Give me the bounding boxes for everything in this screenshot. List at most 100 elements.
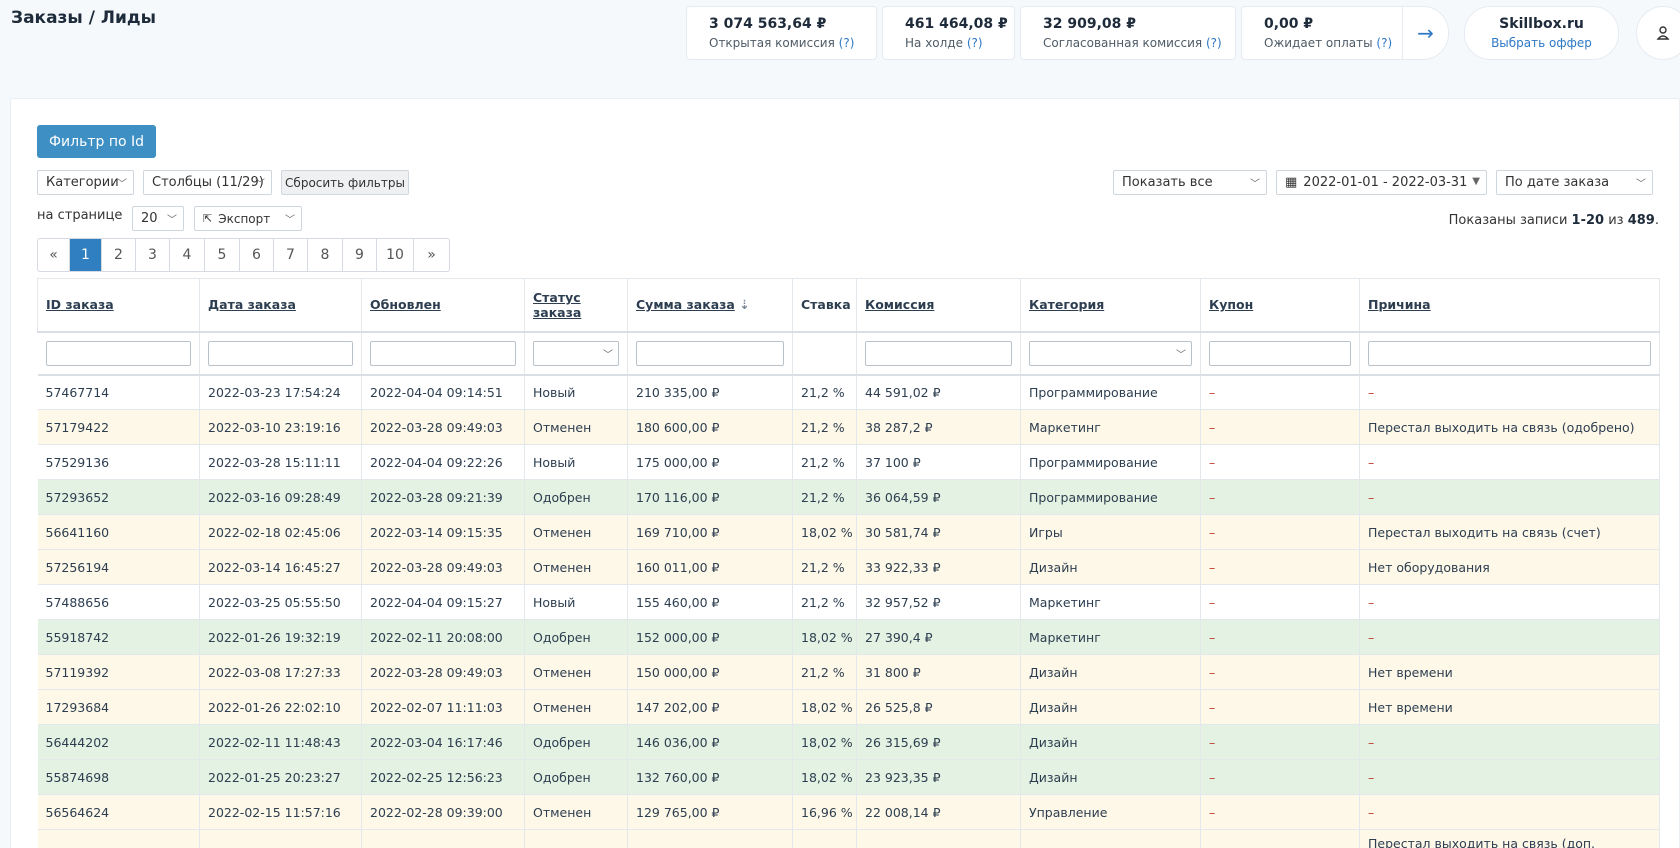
column-filter-input[interactable] — [1368, 340, 1651, 366]
table-cell: 2022-01-26 19:32:19 — [199, 619, 362, 655]
table-cell: Игры — [1020, 514, 1201, 550]
column-filter-input[interactable] — [370, 340, 516, 366]
table-row: 56564624 2022-02-15 11:57:16 2022-02-28 09… — [37, 794, 1660, 830]
column-header[interactable]: Причина — [1359, 278, 1660, 333]
reset-filters-button[interactable]: Сбросить фильтры — [281, 170, 409, 195]
table-cell: 2022-02-25 12:56:23 — [361, 759, 525, 795]
filter-cell: ﹀ — [524, 331, 628, 376]
filter-cell — [361, 331, 525, 376]
page-number[interactable]: 9 — [343, 239, 377, 271]
column-filter-input[interactable] — [636, 340, 784, 366]
table-cell: Дизайн — [1020, 724, 1201, 760]
table-row: 57488656 2022-03-25 05:55:50 2022-04-04 09… — [37, 584, 1660, 620]
table-cell: 16,96 % — [792, 794, 857, 830]
help-link[interactable]: (?) — [1205, 36, 1222, 50]
filter-cell: ﹀ — [1020, 331, 1201, 376]
table-cell: Нет оборудования — [1359, 549, 1660, 585]
table-cell: Отменен — [524, 514, 628, 550]
table-cell — [524, 829, 628, 848]
table-row: 57293652 2022-03-16 09:28:49 2022-03-28 09… — [37, 479, 1660, 515]
column-filter-input[interactable] — [1209, 340, 1351, 366]
user-icon[interactable] — [1636, 6, 1680, 60]
categories-select[interactable]: Категории ﹀ — [37, 170, 134, 195]
chevron-down-icon: ﹀ — [603, 349, 613, 361]
page-number[interactable]: 6 — [240, 239, 274, 271]
date-range-picker[interactable]: ▦ 2022-01-01 - 2022-03-31 ▼ — [1276, 170, 1487, 195]
table-cell: 2022-03-14 16:45:27 — [199, 549, 362, 585]
table-cell: 21,2 % — [792, 549, 857, 585]
table-cell: 2022-02-11 20:08:00 — [361, 619, 525, 655]
page-number[interactable]: 7 — [274, 239, 308, 271]
chevron-down-icon: ﹀ — [167, 215, 177, 226]
table-row: Перестал выходить на связь (доп. — [37, 829, 1660, 848]
column-filter-select[interactable]: ﹀ — [533, 340, 619, 366]
offer-selector[interactable]: Skillbox.ru Выбрать оффер — [1464, 6, 1619, 60]
page-number[interactable]: 10 — [377, 239, 414, 271]
filter-by-id-button[interactable]: Фильтр по Id — [37, 125, 156, 158]
page-number[interactable]: 1 — [70, 239, 102, 271]
chevron-down-icon: ﹀ — [117, 179, 127, 190]
page-next[interactable]: » — [427, 247, 436, 263]
table-cell: 36 064,59 ₽ — [856, 479, 1021, 515]
sort-desc-icon[interactable]: ⇣ — [734, 297, 750, 313]
export-select[interactable]: ⇱ Экспорт ﹀ — [194, 206, 302, 231]
column-header[interactable]: ID заказа — [37, 278, 200, 333]
column-filter-input[interactable] — [208, 340, 353, 366]
table-cell: – — [1359, 759, 1660, 795]
table-cell: Маркетинг — [1020, 409, 1201, 445]
table-cell: Программирование — [1020, 374, 1201, 410]
column-header[interactable]: Сумма заказа ⇣ — [627, 278, 793, 333]
table-cell: 44 591,02 ₽ — [856, 374, 1021, 410]
page-number[interactable]: 2 — [102, 239, 136, 271]
show-all-select[interactable]: Показать все ﹀ — [1113, 170, 1267, 195]
column-header[interactable]: Дата заказа — [199, 278, 362, 333]
offer-name: Skillbox.ru — [1499, 16, 1584, 32]
column-filter-select[interactable]: ﹀ — [1029, 340, 1192, 366]
table-cell: – — [1359, 444, 1660, 480]
filter-cell — [199, 331, 362, 376]
stats-bar: 3 074 563,64 ₽ Открытая комиссия (?) 461… — [686, 6, 1680, 60]
table-cell: 26 525,8 ₽ — [856, 689, 1021, 725]
column-filter-input[interactable] — [865, 340, 1012, 366]
column-filter-input[interactable] — [45, 340, 191, 366]
column-header[interactable]: Категория — [1020, 278, 1201, 333]
help-link[interactable]: (?) — [1376, 36, 1393, 50]
table-cell: 2022-03-10 23:19:16 — [199, 409, 362, 445]
page-number[interactable]: 8 — [308, 239, 343, 271]
page-number[interactable]: 3 — [136, 239, 170, 271]
column-header[interactable]: Обновлен — [361, 278, 525, 333]
table-cell: Новый — [524, 374, 628, 410]
column-header[interactable]: Купон — [1200, 278, 1360, 333]
table-cell: – — [1359, 794, 1660, 830]
table-cell: Одобрен — [524, 479, 628, 515]
choose-offer-link[interactable]: Выбрать оффер — [1491, 36, 1592, 50]
help-link[interactable]: (?) — [838, 36, 855, 50]
table-cell: 2022-03-28 09:49:03 — [361, 549, 525, 585]
table-cell: 18,02 % — [792, 724, 857, 760]
page-number[interactable]: 5 — [205, 239, 240, 271]
table-cell: – — [1200, 794, 1360, 830]
table-cell: 21,2 % — [792, 654, 857, 690]
calendar-icon: ▦ — [1285, 175, 1298, 190]
table-cell: 21,2 % — [792, 374, 857, 410]
arrow-right-icon[interactable]: → — [1402, 7, 1448, 59]
help-link[interactable]: (?) — [966, 36, 983, 50]
date-type-select[interactable]: По дате заказа ﹀ — [1496, 170, 1653, 195]
table-cell: 30 581,74 ₽ — [856, 514, 1021, 550]
table-cell: 18,02 % — [792, 759, 857, 795]
column-header[interactable]: Статус заказа — [524, 278, 628, 333]
per-page-select[interactable]: 20 ﹀ — [132, 206, 184, 231]
table-cell — [627, 829, 793, 848]
page-prev[interactable]: « — [38, 239, 70, 271]
table-cell: – — [1200, 549, 1360, 585]
table-cell: 2022-03-04 16:17:46 — [361, 724, 525, 760]
table-cell: 2022-02-11 11:48:43 — [199, 724, 362, 760]
chevron-down-icon: ﹀ — [255, 179, 265, 190]
table-cell: 21,2 % — [792, 479, 857, 515]
table-cell — [361, 829, 525, 848]
column-header: Ставка — [792, 278, 857, 333]
columns-select[interactable]: Столбцы (11/29) ﹀ — [143, 170, 272, 195]
page-number[interactable]: 4 — [170, 239, 205, 271]
column-header[interactable]: Комиссия — [856, 278, 1021, 333]
table-cell — [1020, 829, 1201, 848]
